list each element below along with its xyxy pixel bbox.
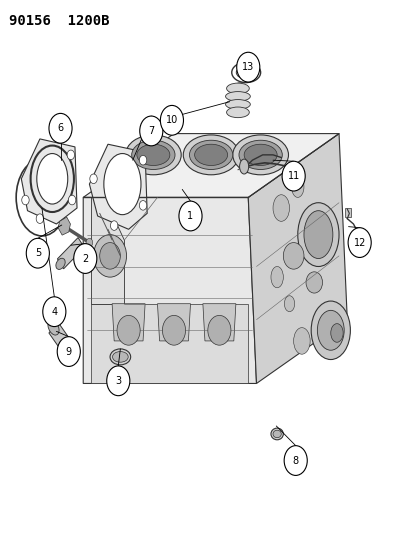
- Ellipse shape: [272, 195, 289, 221]
- Circle shape: [236, 52, 259, 82]
- Ellipse shape: [183, 135, 238, 175]
- Ellipse shape: [311, 301, 349, 360]
- Ellipse shape: [272, 430, 280, 438]
- Ellipse shape: [239, 159, 248, 174]
- Ellipse shape: [297, 203, 338, 266]
- Ellipse shape: [232, 135, 288, 175]
- Ellipse shape: [131, 140, 175, 169]
- Text: 1: 1: [187, 211, 193, 221]
- Polygon shape: [91, 197, 124, 304]
- Text: 7: 7: [148, 126, 154, 136]
- Circle shape: [139, 156, 146, 165]
- Text: 8: 8: [292, 456, 298, 465]
- Polygon shape: [202, 304, 235, 341]
- Ellipse shape: [293, 328, 309, 354]
- Polygon shape: [112, 304, 145, 341]
- Ellipse shape: [137, 144, 169, 165]
- Circle shape: [36, 214, 43, 223]
- Ellipse shape: [189, 140, 232, 169]
- Polygon shape: [91, 304, 248, 383]
- Circle shape: [282, 243, 303, 269]
- Ellipse shape: [330, 324, 342, 342]
- Circle shape: [74, 244, 97, 273]
- Circle shape: [117, 316, 140, 345]
- Circle shape: [178, 201, 202, 231]
- Ellipse shape: [125, 135, 181, 175]
- Circle shape: [107, 366, 130, 395]
- Circle shape: [283, 446, 306, 475]
- Ellipse shape: [112, 352, 128, 362]
- Circle shape: [160, 106, 183, 135]
- Circle shape: [22, 195, 29, 205]
- Circle shape: [67, 150, 74, 160]
- Ellipse shape: [270, 266, 282, 288]
- Ellipse shape: [104, 154, 141, 215]
- Text: 3: 3: [115, 376, 121, 386]
- Ellipse shape: [303, 211, 332, 259]
- Ellipse shape: [194, 144, 227, 165]
- Polygon shape: [83, 197, 256, 383]
- Ellipse shape: [270, 428, 282, 440]
- Ellipse shape: [291, 176, 303, 197]
- Polygon shape: [89, 144, 147, 229]
- Circle shape: [93, 235, 126, 277]
- Text: 10: 10: [165, 115, 178, 125]
- Circle shape: [86, 238, 93, 247]
- Text: 12: 12: [353, 238, 365, 247]
- Circle shape: [26, 238, 49, 268]
- Ellipse shape: [56, 259, 65, 269]
- Ellipse shape: [244, 144, 276, 165]
- Circle shape: [347, 228, 370, 257]
- Ellipse shape: [238, 140, 282, 169]
- Text: 4: 4: [51, 306, 57, 317]
- Circle shape: [49, 114, 72, 143]
- Circle shape: [281, 161, 304, 191]
- Ellipse shape: [317, 310, 343, 350]
- Ellipse shape: [226, 107, 249, 118]
- Text: 5: 5: [35, 248, 41, 258]
- Circle shape: [43, 297, 66, 327]
- Polygon shape: [344, 208, 350, 217]
- Text: 13: 13: [242, 62, 254, 72]
- Ellipse shape: [37, 154, 68, 204]
- Circle shape: [57, 337, 80, 367]
- Ellipse shape: [48, 320, 59, 335]
- Ellipse shape: [110, 349, 131, 365]
- Circle shape: [68, 195, 76, 205]
- Ellipse shape: [225, 100, 250, 109]
- Polygon shape: [21, 139, 77, 224]
- Text: 90156  1200B: 90156 1200B: [9, 14, 109, 28]
- Text: 6: 6: [57, 123, 64, 133]
- Circle shape: [140, 116, 162, 146]
- Circle shape: [90, 174, 97, 183]
- Text: 2: 2: [82, 254, 88, 263]
- Circle shape: [305, 272, 322, 293]
- Circle shape: [110, 221, 118, 230]
- Polygon shape: [58, 217, 70, 235]
- Polygon shape: [248, 134, 347, 383]
- Polygon shape: [83, 134, 338, 197]
- Circle shape: [100, 243, 120, 269]
- Ellipse shape: [226, 83, 249, 94]
- Text: 9: 9: [66, 346, 72, 357]
- Ellipse shape: [284, 296, 294, 312]
- Circle shape: [207, 316, 230, 345]
- Text: 11: 11: [287, 171, 299, 181]
- Ellipse shape: [225, 92, 250, 101]
- Circle shape: [162, 316, 185, 345]
- Polygon shape: [57, 238, 84, 269]
- Circle shape: [139, 200, 146, 210]
- Polygon shape: [49, 322, 69, 349]
- Polygon shape: [157, 304, 190, 341]
